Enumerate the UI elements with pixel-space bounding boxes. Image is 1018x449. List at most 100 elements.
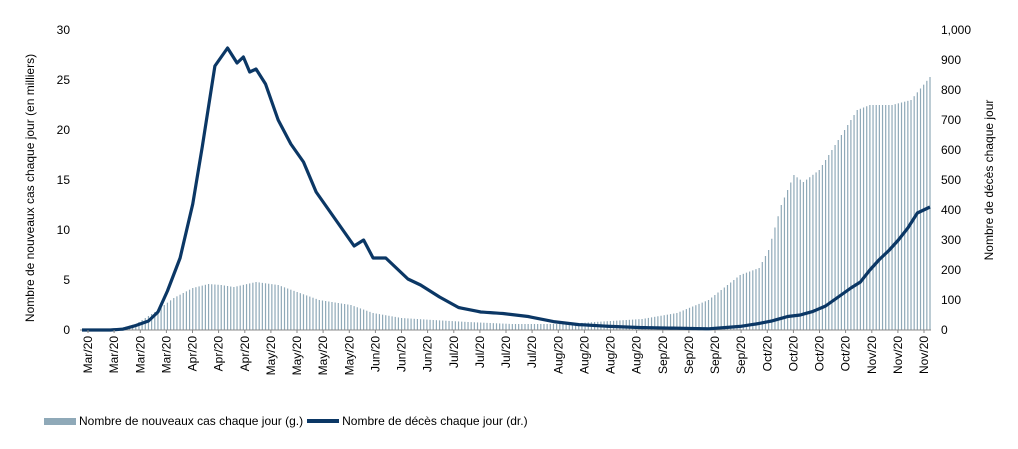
case-bar [695,305,697,330]
case-bar [783,197,786,330]
case-bar [287,288,289,330]
case-bar [533,324,536,330]
case-bar [900,102,903,330]
case-bar [809,177,811,330]
case-bar [638,319,640,330]
case-bar [704,301,706,330]
case-bar [524,324,526,330]
case-bar [195,287,197,330]
case-bar [192,288,194,330]
left-y-tick-label: 30 [57,23,71,37]
x-tick-label: Aug/20 [630,336,644,374]
case-bar [821,165,824,330]
case-bar [369,311,371,330]
case-bar [372,313,374,330]
case-bar [575,323,577,330]
case-bar [518,324,520,330]
right-y-tick-label: 400 [941,203,961,217]
case-bar [657,316,659,330]
case-bar [378,314,381,330]
case-bar [872,105,874,330]
case-bar [309,296,311,330]
right-y-tick-label: 900 [941,53,961,67]
case-bar [723,287,725,330]
legend-item-cases: Nombre de nouveaux cas chaque jour (g.) [44,414,303,428]
case-bar [264,283,267,330]
case-bar [926,80,928,330]
case-bar [828,155,830,330]
case-bar [540,324,542,330]
case-bar [682,310,684,330]
case-bar [869,105,871,330]
right-y-tick-label: 500 [941,173,961,187]
case-bar [334,302,336,330]
case-bar [283,287,286,330]
case-bar [717,292,719,330]
case-bar [796,177,798,330]
x-tick-label: Jun/20 [395,336,409,372]
case-bar [771,238,773,330]
case-bar [457,321,460,330]
case-bar [787,190,789,330]
case-bar [147,316,150,330]
case-bar [793,175,795,330]
case-bar [562,324,564,330]
case-bar [578,323,580,330]
case-bar [211,284,213,330]
case-bar [226,286,229,330]
case-bar [806,179,808,330]
case-bar [549,324,551,330]
case-bar [239,285,241,330]
case-bar [881,105,884,330]
case-bar [473,322,475,330]
case-bar [400,318,403,330]
case-bar [660,315,662,330]
x-tick-label: Aug/20 [551,336,565,374]
case-bar [302,294,305,330]
right-y-axis-ticks: 0 100 200 300 400 500 600 700 800 900 1,000 [941,23,971,337]
case-bar [910,100,912,330]
case-bar [802,182,805,330]
case-bar [799,179,801,330]
case-bar [894,104,896,330]
case-bar [255,282,257,330]
case-bar [188,289,191,330]
case-bar [426,319,428,330]
case-bar [163,305,165,330]
case-bar [511,324,513,330]
x-tick-label: Oct/20 [786,336,800,372]
case-bar [853,115,855,330]
right-y-tick-label: 200 [941,263,961,277]
case-bar [480,322,482,330]
case-bar [711,297,713,330]
left-y-tick-label: 20 [57,123,71,137]
case-bar [464,321,466,330]
case-bar [847,125,849,330]
right-y-tick-label: 0 [941,323,948,337]
case-bar [141,320,143,330]
case-bar [571,323,574,330]
x-tick-label: May/20 [290,336,304,376]
case-bar [565,324,567,330]
case-bar [350,305,352,330]
case-bar [375,313,377,330]
x-tick-label: Jul/20 [525,336,539,368]
case-bar [407,318,409,330]
case-bar [315,298,317,330]
case-bar [913,96,915,330]
case-bar [274,284,276,330]
x-tick-label: Apr/20 [238,336,252,372]
case-bar [499,323,501,330]
x-tick-label: Oct/20 [760,336,774,372]
case-bar [261,282,263,330]
case-bar [673,313,675,330]
case-bar [666,314,668,330]
case-bar [824,160,827,330]
case-bar [470,322,472,330]
case-bar [236,286,238,330]
case-bar [527,324,529,330]
case-bar [780,205,782,330]
left-y-axis-ticks: 0 5 10 15 20 25 30 [57,23,71,337]
case-bar [217,284,219,330]
